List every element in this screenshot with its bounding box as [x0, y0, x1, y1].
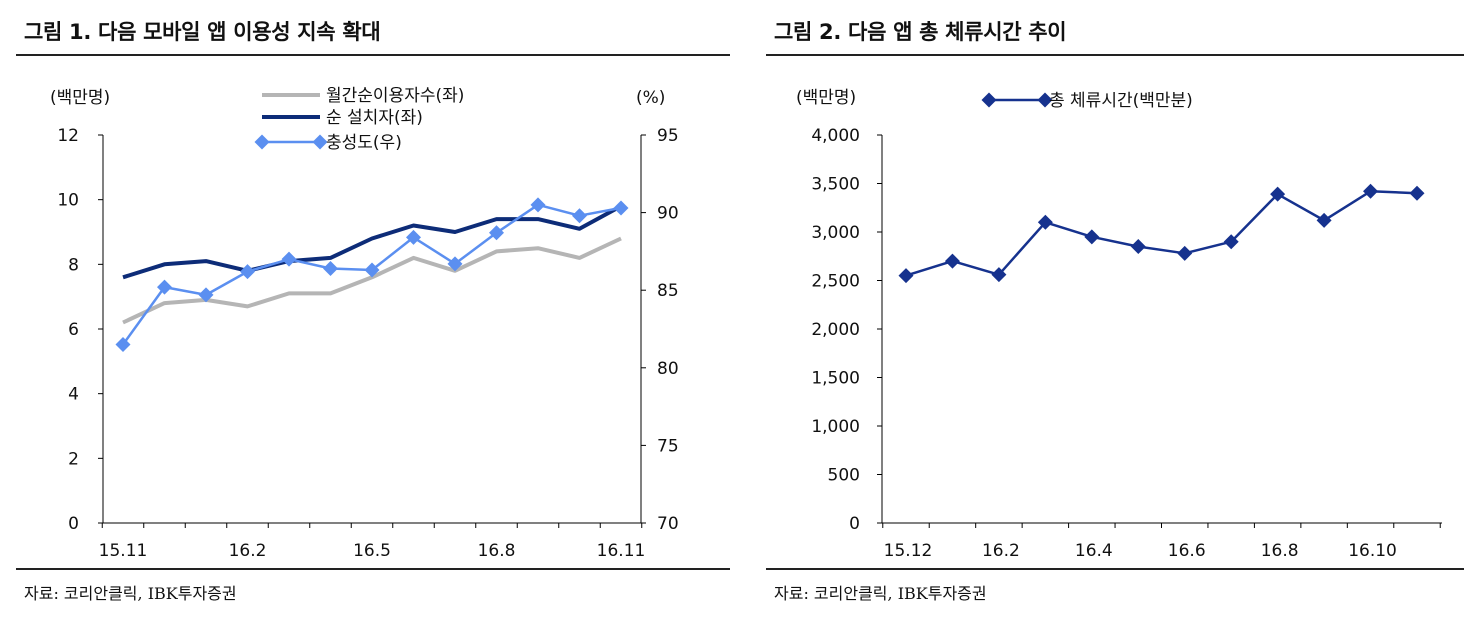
- legend-label: 순 설치자(좌): [326, 108, 423, 128]
- x-tick-label: 15.11: [99, 541, 148, 561]
- y-tick-label: 1,500: [811, 369, 860, 389]
- figure-1-chart: 0 2 4 6 8 10 12 70 75 80 85 90 95 15.11 16.2 16.5 16.8 16…: [50, 86, 679, 561]
- right-y-tick-label: 70: [657, 514, 679, 534]
- data-point: [240, 264, 255, 280]
- data-point: [406, 229, 421, 245]
- data-point: [572, 208, 587, 224]
- data-point: [447, 256, 463, 272]
- y-tick-label: 4,000: [811, 126, 860, 146]
- series-line: [122, 236, 622, 325]
- data-point: [115, 337, 131, 353]
- figure-2-bottom-rule: [766, 568, 1464, 570]
- legend-marker: [312, 134, 328, 150]
- x-tick-label: 16.4: [1075, 541, 1113, 561]
- figure-1-panel: 그림 1. 다음 모바일 앱 이용성 지속 확대 0 2 4 6 8 10 12 70 75 80…: [0, 0, 730, 618]
- y-tick-label: 500: [828, 466, 860, 486]
- y-tick-label: 3,500: [811, 175, 860, 195]
- figure-1-top-rule: [16, 54, 730, 56]
- right-y-tick-label: 80: [657, 359, 679, 379]
- y-tick-label: 2,500: [811, 272, 860, 292]
- right-y-tick-label: 75: [657, 436, 679, 456]
- right-y-axis-label: (%): [636, 88, 665, 108]
- figure-2-chart: 0 500 1,000 1,500 2,000 2,500 3,000 3,500 4,000 1…: [796, 88, 1442, 561]
- x-tick-label: 16.11: [597, 541, 646, 561]
- data-point: [1084, 229, 1100, 245]
- left-y-tick-label: 10: [57, 191, 79, 211]
- left-y-tick-label: 2: [68, 449, 79, 469]
- data-point: [944, 253, 960, 269]
- series-line: [905, 190, 1418, 277]
- legend-marker: [254, 134, 270, 150]
- left-y-axis-label: (백만명): [50, 88, 110, 108]
- y-tick-label: 0: [849, 514, 860, 534]
- right-y-tick-label: 85: [657, 281, 679, 301]
- data-point: [898, 268, 914, 284]
- y-tick-label: 1,000: [811, 417, 860, 437]
- legend-label: 총 체류시간(백만분): [1049, 91, 1193, 111]
- data-point: [1177, 245, 1193, 261]
- x-tick-label: 16.8: [1261, 541, 1299, 561]
- left-y-tick-label: 0: [68, 514, 79, 534]
- data-point: [1130, 239, 1146, 255]
- left-y-tick-label: 12: [57, 126, 79, 146]
- left-y-tick-label: 6: [68, 320, 79, 340]
- data-point: [613, 200, 629, 216]
- right-y-tick-label: 90: [657, 204, 679, 224]
- left-y-tick-label: 4: [68, 385, 79, 405]
- legend-label: 충성도(우): [326, 133, 402, 153]
- data-point: [198, 287, 214, 303]
- legend-marker: [1037, 92, 1053, 108]
- data-point: [1270, 186, 1286, 202]
- right-y-tick-label: 95: [657, 126, 679, 146]
- figure-2-top-rule: [766, 54, 1464, 56]
- data-point: [1363, 183, 1379, 199]
- legend-marker: [981, 92, 997, 108]
- legend-label: 월간순이용자수(좌): [326, 86, 464, 106]
- figure-1-bottom-rule: [16, 568, 730, 570]
- data-point: [364, 262, 380, 278]
- y-axis-label: (백만명): [796, 88, 856, 108]
- figure-1-title: 그림 1. 다음 모바일 앱 이용성 지속 확대: [24, 20, 381, 44]
- data-point: [530, 197, 546, 213]
- data-point: [281, 251, 297, 267]
- figure-2-title: 그림 2. 다음 앱 총 체류시간 추이: [774, 20, 1067, 44]
- data-point: [323, 260, 338, 276]
- x-tick-label: 16.8: [478, 541, 516, 561]
- x-tick-label: 15.12: [884, 541, 933, 561]
- data-point: [157, 279, 172, 295]
- x-tick-label: 16.2: [982, 541, 1020, 561]
- figure-2-source: 자료: 코리안클릭, IBK투자증권: [774, 584, 987, 603]
- data-point: [489, 225, 504, 241]
- data-point: [991, 267, 1007, 283]
- x-tick-label: 16.6: [1168, 541, 1206, 561]
- data-point: [1409, 185, 1425, 201]
- left-y-tick-label: 8: [68, 255, 79, 275]
- data-point: [1223, 234, 1239, 250]
- figure-1-source: 자료: 코리안클릭, IBK투자증권: [24, 584, 237, 603]
- y-tick-label: 3,000: [811, 223, 860, 243]
- y-tick-label: 2,000: [811, 320, 860, 340]
- data-point: [1316, 212, 1332, 228]
- x-tick-label: 16.2: [229, 541, 267, 561]
- x-tick-label: 16.10: [1348, 541, 1397, 561]
- figure-2-panel: 그림 2. 다음 앱 총 체류시간 추이 0 500 1,000 1,500 2,000…: [760, 0, 1476, 618]
- data-point: [1037, 214, 1053, 230]
- series-line: [122, 204, 622, 280]
- x-tick-label: 16.5: [353, 541, 391, 561]
